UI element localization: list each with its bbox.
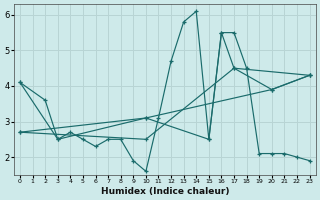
X-axis label: Humidex (Indice chaleur): Humidex (Indice chaleur)	[100, 187, 229, 196]
